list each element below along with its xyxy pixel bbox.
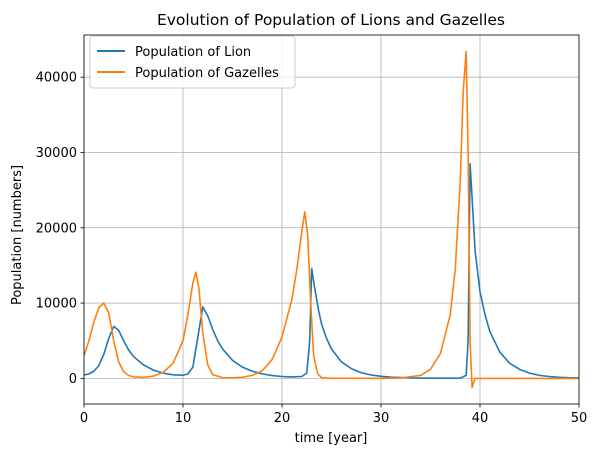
y-tick-label: 10000 (36, 297, 77, 312)
y-tick-label: 20000 (36, 221, 77, 236)
x-tick-label: 10 (175, 411, 192, 426)
legend-label-gazelles: Population of Gazelles (135, 66, 279, 81)
series-line-population-of-lion (84, 162, 579, 380)
x-tick-label: 50 (571, 411, 588, 426)
y-tick-label: 40000 (36, 71, 77, 86)
axis-ticks: 0 10 20 30 40 50 0 10000 20000 30000 40000 (36, 71, 588, 426)
y-tick-label: 0 (69, 372, 77, 387)
x-tick-label: 30 (373, 411, 390, 426)
chart-title: Evolution of Population of Lions and Gaz… (157, 11, 505, 29)
legend-label-lion: Population of Lion (135, 45, 251, 60)
x-tick-label: 40 (472, 411, 489, 426)
x-axis-title: time [year] (295, 431, 368, 446)
x-tick-label: 20 (274, 411, 291, 426)
plot-lines (84, 50, 579, 389)
y-axis-title: Population [numbers] (10, 165, 25, 305)
series-line-population-of-gazelles (84, 50, 579, 389)
plot-frame (83, 34, 580, 405)
grid (83, 35, 580, 404)
legend: Population of Lion Population of Gazelle… (89, 35, 296, 89)
legend-box (89, 35, 296, 89)
x-tick-label: 0 (80, 411, 88, 426)
y-tick-label: 30000 (36, 146, 77, 161)
